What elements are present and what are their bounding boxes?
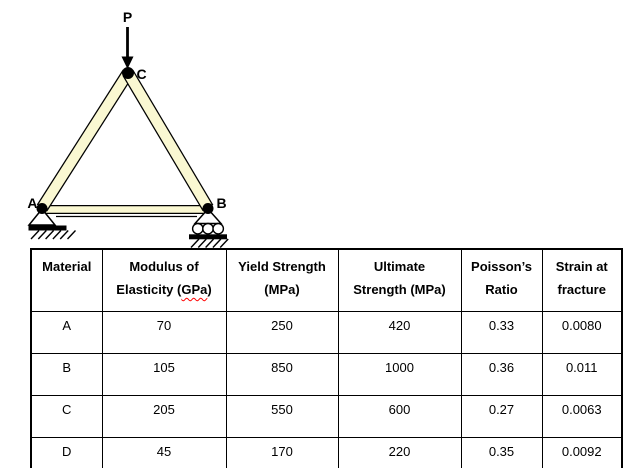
cell-material: B bbox=[30, 353, 103, 396]
load-label: P bbox=[123, 9, 132, 25]
cell-material: D bbox=[30, 437, 103, 468]
cell-modulus: 45 bbox=[101, 437, 227, 468]
materials-table: Material Modulus of Elasticity (GPa) Yie… bbox=[30, 248, 623, 468]
cell-poisson: 0.36 bbox=[460, 353, 543, 396]
col-header-poisson: Poisson’s Ratio bbox=[460, 248, 543, 312]
cell-yield: 170 bbox=[225, 437, 339, 468]
gpa-squiggle: GPa bbox=[181, 282, 208, 297]
joint-b-label: B bbox=[217, 195, 227, 211]
ground-hatching-a bbox=[30, 230, 77, 240]
cell-ultimate: 420 bbox=[337, 311, 462, 354]
cell-poisson: 0.27 bbox=[460, 395, 543, 438]
cell-yield: 550 bbox=[225, 395, 339, 438]
table-row-material-a: A 70 250 420 0.33 0.0080 bbox=[30, 311, 623, 354]
ground-hatching-b bbox=[190, 238, 229, 248]
joint-c bbox=[122, 67, 134, 79]
cell-poisson: 0.35 bbox=[460, 437, 543, 468]
cell-strain: 0.0063 bbox=[541, 395, 623, 438]
cell-modulus: 70 bbox=[101, 311, 227, 354]
joint-a bbox=[36, 203, 48, 214]
joint-c-label: C bbox=[137, 66, 147, 82]
table-row-material-c: C 205 550 600 0.27 0.0063 bbox=[30, 395, 623, 438]
cell-strain: 0.011 bbox=[541, 353, 623, 396]
cell-material: C bbox=[30, 395, 103, 438]
cell-yield: 250 bbox=[225, 311, 339, 354]
cell-modulus: 205 bbox=[101, 395, 227, 438]
roller-support-b bbox=[189, 207, 229, 248]
cell-strain: 0.0080 bbox=[541, 311, 623, 354]
member-cb bbox=[122, 69, 214, 212]
col-header-yield: Yield Strength (MPa) bbox=[225, 248, 339, 312]
col-header-strain: Strain at fracture bbox=[541, 248, 623, 312]
header-row: Material Modulus of Elasticity (GPa) Yie… bbox=[30, 248, 623, 312]
col-header-ultimate: Ultimate Strength (MPa) bbox=[337, 248, 462, 312]
member-ac bbox=[36, 69, 134, 212]
cell-poisson: 0.33 bbox=[460, 311, 543, 354]
cell-yield: 850 bbox=[225, 353, 339, 396]
pin-support-a bbox=[27, 207, 77, 240]
cell-ultimate: 220 bbox=[337, 437, 462, 468]
cell-ultimate: 1000 bbox=[337, 353, 462, 396]
table-row-material-b: B 105 850 1000 0.36 0.011 bbox=[30, 353, 623, 396]
joint-b bbox=[202, 203, 214, 214]
table-row-material-d: D 45 170 220 0.35 0.0092 bbox=[30, 437, 623, 468]
cell-strain: 0.0092 bbox=[541, 437, 623, 468]
cell-modulus: 105 bbox=[101, 353, 227, 396]
cell-material: A bbox=[30, 311, 103, 354]
joint-a-label: A bbox=[27, 195, 37, 211]
cell-ultimate: 600 bbox=[337, 395, 462, 438]
col-header-material: Material bbox=[30, 248, 103, 312]
truss-diagram: P A B C bbox=[27, 9, 229, 248]
load-arrow-icon bbox=[121, 27, 134, 69]
col-header-modulus: Modulus of Elasticity (GPa) bbox=[101, 248, 227, 312]
